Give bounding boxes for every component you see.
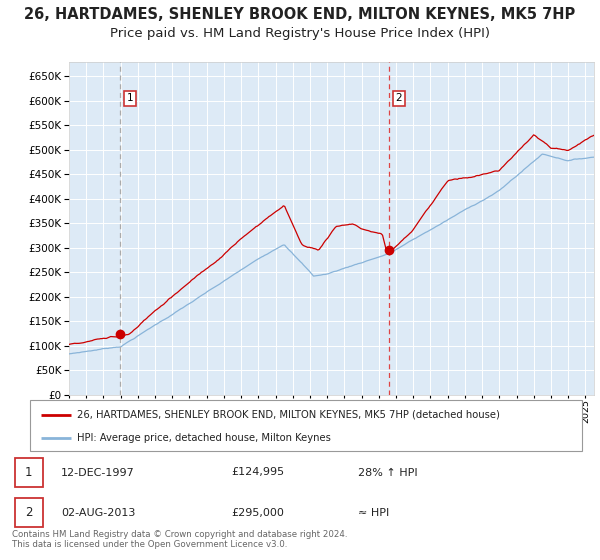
Text: £124,995: £124,995 (231, 468, 284, 478)
FancyBboxPatch shape (15, 458, 43, 487)
Text: 26, HARTDAMES, SHENLEY BROOK END, MILTON KEYNES, MK5 7HP (detached house): 26, HARTDAMES, SHENLEY BROOK END, MILTON… (77, 409, 500, 419)
Text: 28% ↑ HPI: 28% ↑ HPI (358, 468, 417, 478)
Text: HPI: Average price, detached house, Milton Keynes: HPI: Average price, detached house, Milt… (77, 433, 331, 443)
Text: 2: 2 (396, 94, 403, 104)
Text: Price paid vs. HM Land Registry's House Price Index (HPI): Price paid vs. HM Land Registry's House … (110, 27, 490, 40)
Text: 2: 2 (25, 506, 32, 519)
FancyBboxPatch shape (15, 498, 43, 527)
Text: ≈ HPI: ≈ HPI (358, 507, 389, 517)
Text: Contains HM Land Registry data © Crown copyright and database right 2024.
This d: Contains HM Land Registry data © Crown c… (12, 530, 347, 549)
Text: 1: 1 (25, 466, 32, 479)
Text: £295,000: £295,000 (231, 507, 284, 517)
Text: 12-DEC-1997: 12-DEC-1997 (61, 468, 135, 478)
Text: 02-AUG-2013: 02-AUG-2013 (61, 507, 136, 517)
Text: 1: 1 (127, 94, 133, 104)
Text: 26, HARTDAMES, SHENLEY BROOK END, MILTON KEYNES, MK5 7HP: 26, HARTDAMES, SHENLEY BROOK END, MILTON… (25, 7, 575, 22)
